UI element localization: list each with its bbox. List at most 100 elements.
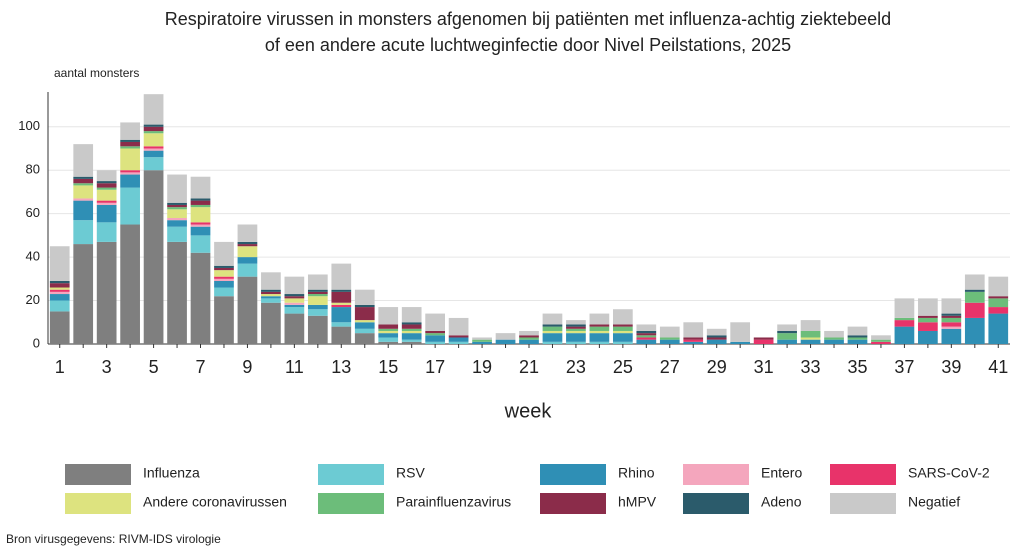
bar-segment (636, 333, 657, 336)
bar-segment (378, 333, 399, 338)
legend-label: Rhino (618, 465, 655, 481)
bar-segment (190, 222, 211, 225)
x-tick-label: 9 (242, 357, 252, 377)
bar-segment (237, 257, 258, 264)
bar-segment (49, 289, 70, 292)
legend-swatch (318, 493, 384, 514)
x-tick-label: 21 (519, 357, 539, 377)
bar-segment (73, 198, 94, 201)
bar-segment (307, 309, 328, 316)
bar-segment (143, 157, 164, 171)
bar-segment (331, 263, 352, 290)
bar-segment (636, 337, 657, 340)
bar-segment (636, 339, 657, 344)
bar-segment (354, 307, 375, 321)
bar-segment (378, 341, 399, 344)
bar-segment (542, 324, 563, 327)
bar-segment (566, 330, 586, 334)
bar-segment (214, 281, 234, 288)
bar-segment (964, 274, 985, 290)
bar-segment (73, 220, 94, 245)
bar-segment (167, 207, 187, 210)
bar-segment (214, 265, 234, 268)
bar-segment (941, 315, 962, 318)
bar-segment (589, 326, 610, 331)
bar-segment (190, 200, 211, 205)
bar-segment (706, 328, 727, 336)
bar-segment (167, 220, 187, 227)
bar-segment (941, 328, 962, 344)
bar-segment (354, 333, 375, 344)
legend-label: hMPV (618, 494, 657, 510)
bar-segment (96, 241, 117, 344)
bar-segment (589, 341, 610, 344)
bar-segment (331, 289, 352, 292)
bar-segment (542, 313, 563, 325)
bar-segment (120, 174, 140, 188)
bar-segment (284, 313, 305, 344)
legend-swatch (540, 493, 606, 514)
bar-segment (96, 189, 117, 201)
bar-segment (448, 337, 469, 342)
source: Bron virusgegevens: RIVM-IDS virologie (6, 532, 221, 546)
bar-segment (706, 339, 727, 344)
bar-segment (636, 330, 657, 334)
bar-segment (73, 176, 94, 179)
legend-swatch (65, 464, 131, 485)
bar-segment (73, 200, 94, 221)
bar-segment (378, 328, 399, 331)
bar-segment (519, 339, 539, 344)
bar-segment (612, 324, 633, 327)
bar-segment (425, 330, 446, 334)
bar-segment (964, 317, 985, 344)
bar-segment (542, 326, 563, 331)
bar-segment (237, 244, 258, 247)
bar-segment (120, 172, 140, 175)
bar-segment (143, 124, 164, 127)
bar-segment (120, 139, 140, 142)
bar-segment (800, 337, 821, 340)
bar-segment (683, 341, 704, 344)
bar-segment (589, 333, 610, 342)
bar-segment (589, 313, 610, 325)
bar-segment (589, 330, 610, 334)
bar-segment (566, 324, 586, 327)
bar-segment (401, 307, 422, 323)
bar-segment (214, 270, 234, 277)
legend-label: SARS-CoV-2 (908, 465, 990, 481)
y-tick-label: 60 (26, 205, 40, 220)
bar-segment (988, 296, 1009, 299)
x-tick-label: 5 (149, 357, 159, 377)
bar-segment (237, 246, 258, 258)
x-tick-label: 25 (613, 357, 633, 377)
bar-segment (167, 226, 187, 242)
bar-segment (706, 337, 727, 340)
legend-label: Influenza (143, 465, 200, 481)
bar-segment (190, 252, 211, 344)
x-tick-label: 15 (378, 357, 398, 377)
bar-segment (871, 341, 891, 344)
bar-segment (800, 320, 821, 331)
bar-segment (659, 339, 680, 344)
bar-segment (941, 298, 962, 314)
bar-segment (307, 304, 328, 310)
bar-segment (519, 337, 539, 340)
bar-segment (988, 276, 1009, 297)
bar-segment (378, 330, 399, 334)
bar-segment (96, 183, 117, 188)
x-tick-label: 1 (55, 357, 65, 377)
bar-segment (566, 328, 586, 331)
bar-segment (401, 322, 422, 325)
bar-segment (519, 330, 539, 336)
bar-segment (167, 209, 187, 218)
bar-segment (167, 218, 187, 221)
bar-segment (120, 122, 140, 140)
bar-segment (143, 94, 164, 125)
x-tick-label: 29 (707, 357, 727, 377)
bar-segment (941, 313, 962, 316)
x-tick-label: 3 (102, 357, 112, 377)
bar-segment (73, 185, 94, 199)
bar-segment (331, 307, 352, 323)
bar-segment (49, 300, 70, 312)
y-tick-label: 80 (26, 162, 40, 177)
